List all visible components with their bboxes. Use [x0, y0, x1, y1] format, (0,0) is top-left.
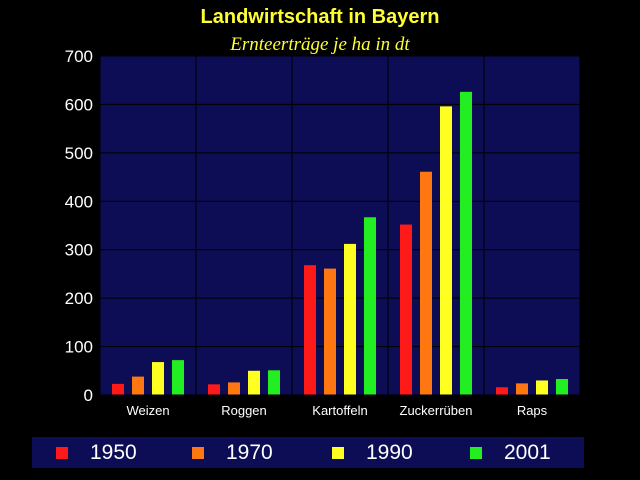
x-tick-label: Raps	[517, 403, 548, 418]
bar-1950	[304, 265, 316, 395]
bar-1950	[400, 224, 412, 395]
x-tick-label: Weizen	[126, 403, 169, 418]
legend-label-2001: 2001	[504, 441, 551, 464]
y-tick-label: 100	[65, 338, 93, 357]
bar-1970	[516, 383, 528, 395]
chart-subtitle: Ernteerträge je ha in dt	[230, 34, 410, 55]
bar-1970	[324, 268, 336, 395]
bar-1990	[344, 243, 356, 395]
bar-2001	[172, 360, 184, 395]
legend-label-1990: 1990	[366, 441, 413, 464]
legend-swatch-1990	[332, 447, 344, 459]
bar-1990	[440, 106, 452, 395]
x-tick-label: Zuckerrüben	[400, 403, 473, 418]
legend-swatch-1970	[192, 447, 204, 459]
y-tick-label: 600	[65, 95, 93, 114]
bar-1990	[536, 380, 548, 395]
legend-label-1970: 1970	[226, 441, 273, 464]
bar-1950	[496, 387, 508, 395]
bar-1950	[112, 383, 124, 395]
y-tick-label: 0	[84, 386, 93, 405]
chart-title: Landwirtschaft in Bayern	[200, 6, 440, 28]
y-tick-label: 200	[65, 289, 93, 308]
bar-1950	[208, 384, 220, 395]
bar-1970	[228, 382, 240, 395]
y-tick-label: 700	[65, 47, 93, 66]
legend-label-1950: 1950	[90, 441, 137, 464]
bar-2001	[364, 217, 376, 395]
legend-swatch-1950	[56, 447, 68, 459]
bar-2001	[460, 91, 472, 395]
x-tick-label: Kartoffeln	[312, 403, 367, 418]
plot-border	[99, 55, 581, 396]
y-tick-label: 400	[65, 192, 93, 211]
y-tick-label: 300	[65, 241, 93, 260]
bar-2001	[556, 379, 568, 395]
x-tick-label: Roggen	[221, 403, 267, 418]
y-tick-label: 500	[65, 144, 93, 163]
bar-1990	[152, 362, 164, 395]
bar-1970	[132, 376, 144, 395]
plot-area	[100, 56, 580, 395]
bar-chart: 0 100 200 300 400 500 600 700 Weizen Roggen Kartof…	[65, 47, 581, 418]
bar-2001	[268, 370, 280, 395]
legend-swatch-2001	[470, 447, 482, 459]
bar-1990	[248, 370, 260, 395]
bar-1970	[420, 171, 432, 395]
legend: 1950 1970 1990 2001	[32, 437, 584, 468]
